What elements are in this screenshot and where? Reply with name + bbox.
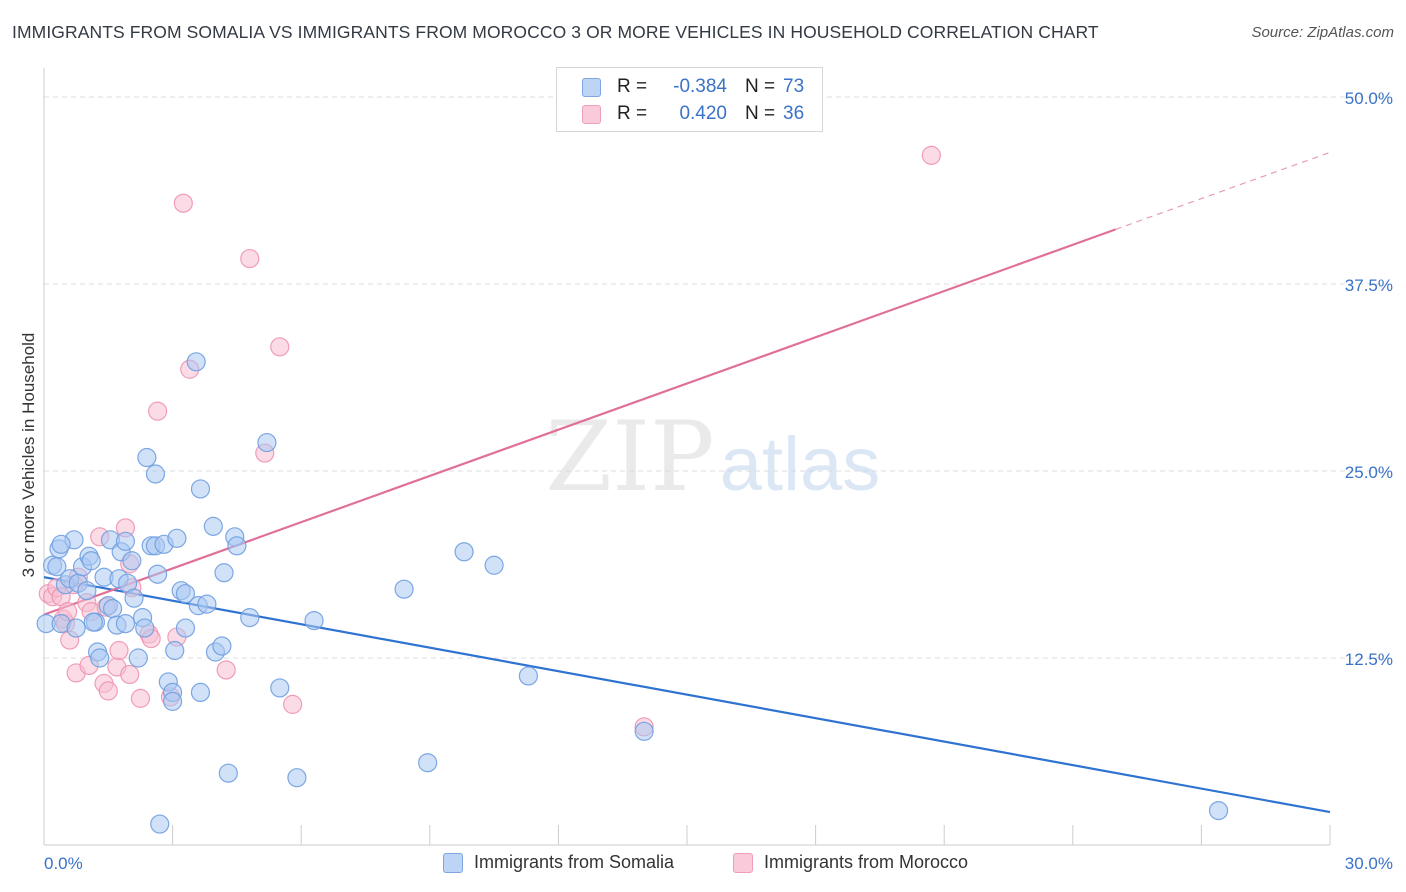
somalia-point bbox=[287, 768, 307, 788]
legend-swatch-somalia bbox=[443, 852, 463, 873]
somalia-point bbox=[190, 682, 211, 703]
legend-n-value-somalia: 73 bbox=[783, 76, 805, 97]
y-tick-label: 50.0% bbox=[1345, 89, 1393, 108]
legend-n-label: N = bbox=[745, 76, 776, 97]
legend-n-label: N = bbox=[745, 103, 776, 124]
legend-label-somalia: Immigrants from Somalia bbox=[474, 852, 675, 872]
morocco-point bbox=[147, 401, 168, 421]
morocco-point bbox=[109, 640, 129, 661]
points-layer bbox=[36, 145, 1229, 834]
morocco-point bbox=[270, 337, 290, 357]
somalia-point bbox=[135, 618, 155, 638]
somalia-point bbox=[115, 613, 136, 634]
somalia-point bbox=[165, 640, 185, 661]
morocco-point bbox=[98, 681, 118, 701]
legend-row-somalia: R = -0.384 N = 73 bbox=[582, 73, 804, 101]
somalia-point bbox=[203, 516, 223, 536]
somalia-point bbox=[77, 581, 97, 601]
morocco-point bbox=[130, 688, 151, 708]
source-label: Source: ZipAtlas.com bbox=[1251, 24, 1394, 41]
chart-title: IMMIGRANTS FROM SOMALIA VS IMMIGRANTS FR… bbox=[12, 22, 1099, 42]
somalia-point bbox=[167, 528, 187, 548]
watermark: ZIP atlas bbox=[545, 401, 880, 513]
morocco-point bbox=[173, 193, 193, 213]
somalia-point bbox=[147, 564, 168, 584]
legend-n-value-morocco: 36 bbox=[783, 103, 805, 124]
y-tick-label: 12.5% bbox=[1345, 650, 1393, 669]
legend-item-morocco[interactable]: Immigrants from Morocco bbox=[733, 852, 968, 873]
morocco-point bbox=[921, 145, 941, 165]
y-tick-label: 37.5% bbox=[1345, 276, 1393, 295]
somalia-point bbox=[240, 608, 260, 628]
legend-row-morocco: R = 0.420 N = 36 bbox=[582, 100, 804, 128]
somalia-point bbox=[197, 594, 217, 614]
somalia-point bbox=[218, 763, 238, 783]
somalia-point bbox=[81, 551, 101, 571]
somalia-point bbox=[83, 612, 103, 632]
morocco-point bbox=[216, 660, 236, 680]
somalia-point bbox=[115, 531, 136, 551]
somalia-point bbox=[102, 599, 123, 619]
somalia-point bbox=[227, 536, 247, 556]
somalia-point bbox=[90, 648, 110, 668]
y-tick-label: 25.0% bbox=[1345, 463, 1393, 482]
legend-r-label: R = bbox=[617, 76, 648, 97]
somalia-point bbox=[214, 563, 234, 583]
grid-layer bbox=[44, 96, 1392, 659]
somalia-point bbox=[212, 636, 232, 656]
somalia-point bbox=[186, 352, 206, 372]
label-layer: 12.5% 25.0% 37.5% 50.0% 0.0% 30.0% bbox=[44, 89, 1393, 873]
somalia-point bbox=[518, 666, 538, 686]
legend-label-morocco: Immigrants from Morocco bbox=[764, 852, 969, 872]
morocco-point bbox=[283, 694, 303, 714]
morocco-point bbox=[240, 248, 260, 269]
axis-layer bbox=[43, 68, 1331, 846]
somalia-point bbox=[484, 555, 504, 575]
somalia-point bbox=[150, 814, 170, 834]
y-axis-title: 3 or more Vehicles in Household bbox=[19, 333, 38, 578]
x-tick-label: 0.0% bbox=[44, 854, 83, 873]
x-tick-label: 30.0% bbox=[1345, 854, 1393, 873]
somalia-point bbox=[128, 648, 148, 668]
somalia-point bbox=[124, 588, 144, 608]
watermark-atlas: atlas bbox=[720, 422, 881, 507]
somalia-point bbox=[190, 479, 211, 499]
series-legend: Immigrants from Somalia Immigrants from … bbox=[0, 852, 1406, 878]
somalia-point bbox=[257, 432, 277, 453]
legend-swatch-morocco bbox=[733, 852, 753, 873]
legend-r-label: R = bbox=[617, 103, 648, 124]
somalia-point bbox=[175, 584, 196, 604]
watermark-zip: ZIP bbox=[545, 401, 714, 513]
morocco-trend-line bbox=[43, 228, 1117, 616]
somalia-point bbox=[270, 678, 290, 698]
somalia-point bbox=[634, 721, 654, 741]
somalia-point bbox=[454, 542, 474, 562]
somalia-point bbox=[1208, 800, 1229, 821]
stats-legend: R = -0.384 N = 73 R = 0.420 N = 36 bbox=[556, 67, 823, 132]
somalia-point bbox=[175, 618, 196, 638]
somalia-point bbox=[122, 551, 142, 571]
somalia-point bbox=[418, 753, 438, 773]
somalia-point bbox=[394, 579, 414, 599]
somalia-point bbox=[304, 610, 324, 631]
legend-swatch-morocco bbox=[582, 104, 601, 124]
legend-r-value-somalia: -0.384 bbox=[673, 76, 727, 97]
legend-r-value-morocco: 0.420 bbox=[679, 103, 727, 124]
somalia-point bbox=[163, 691, 183, 711]
morocco-trend-line-extension bbox=[1115, 151, 1331, 230]
legend-swatch-somalia bbox=[582, 77, 601, 97]
somalia-point bbox=[137, 447, 157, 468]
somalia-point bbox=[66, 618, 86, 638]
somalia-point bbox=[145, 464, 166, 484]
morocco-point bbox=[120, 664, 140, 685]
somalia-point bbox=[51, 534, 71, 554]
legend-item-somalia[interactable]: Immigrants from Somalia bbox=[443, 852, 674, 873]
